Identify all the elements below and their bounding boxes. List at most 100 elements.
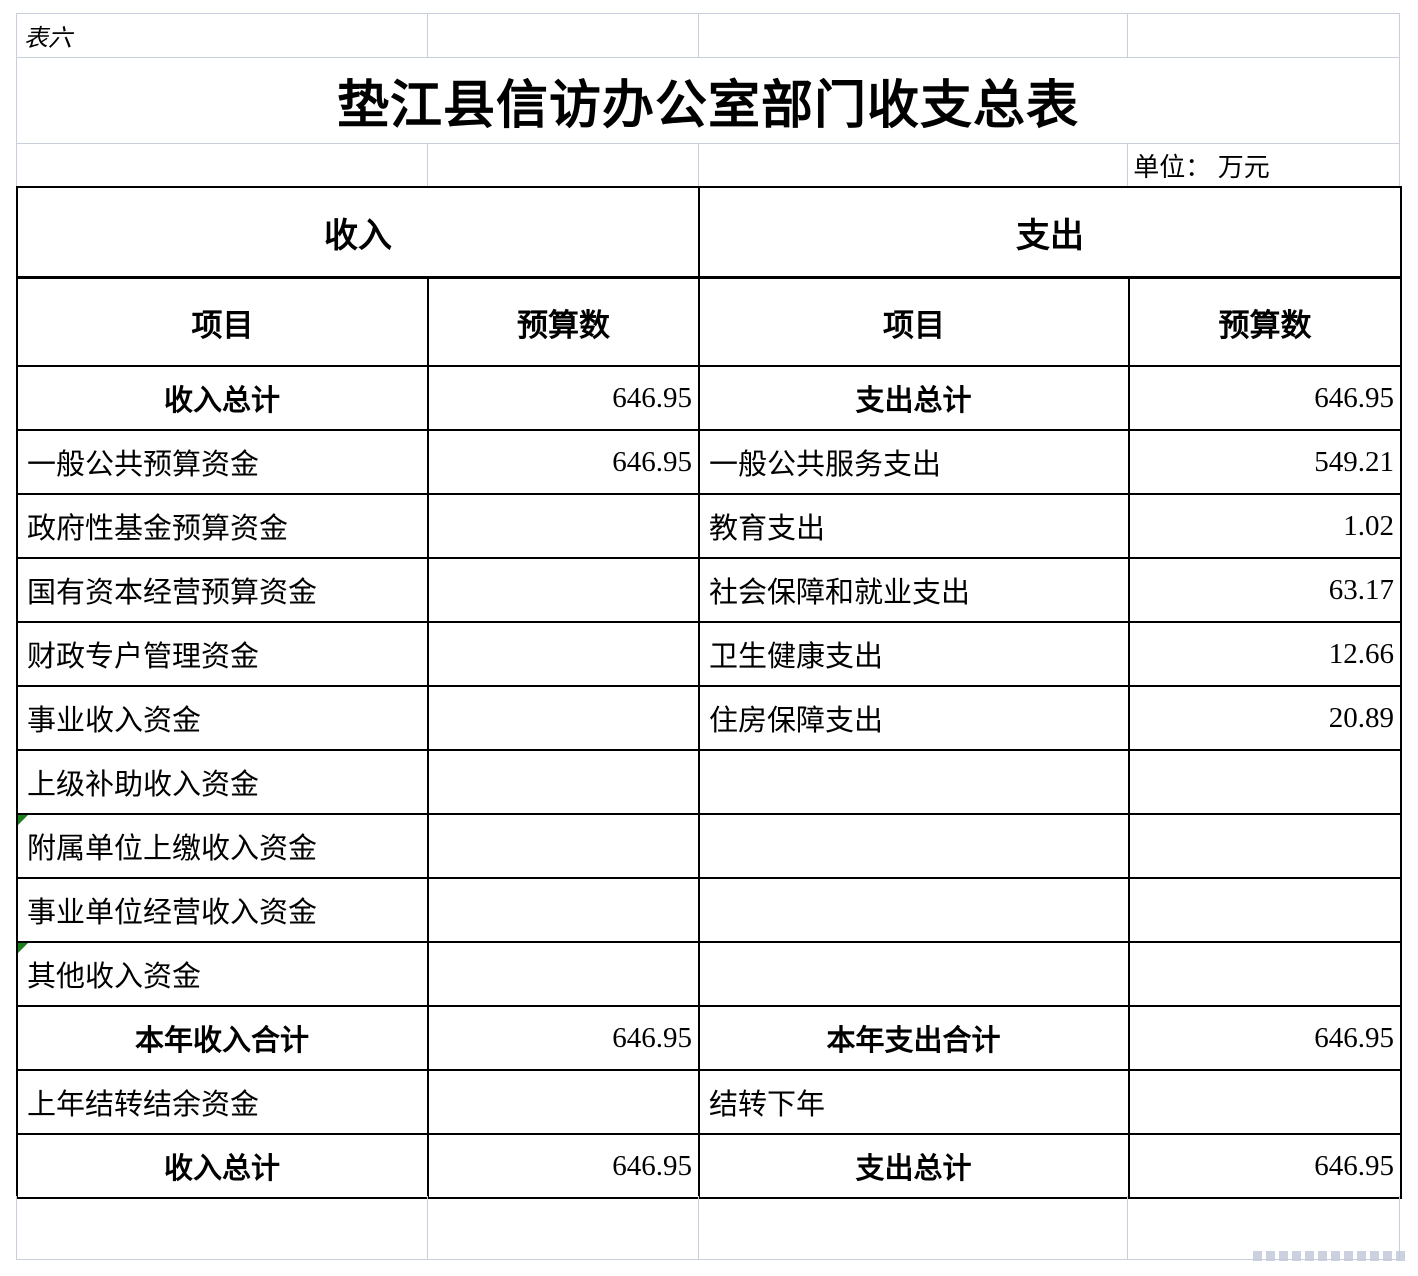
- income-item-header[interactable]: 项目: [16, 276, 429, 367]
- expense-item-cell[interactable]: [698, 877, 1130, 943]
- table-row: 附属单位上缴收入资金: [16, 813, 1402, 879]
- empty-cell[interactable]: [698, 14, 1129, 58]
- income-value-cell[interactable]: 646.95: [427, 1133, 700, 1199]
- expense-item-cell[interactable]: 本年支出合计: [698, 1005, 1130, 1071]
- income-section-header[interactable]: 收入: [16, 186, 700, 279]
- income-item-cell[interactable]: 一般公共预算资金: [16, 429, 429, 495]
- page-title: 垫江县信访办公室部门收支总表: [336, 78, 1079, 135]
- corner-label: 表六: [24, 26, 72, 52]
- expense-item-cell[interactable]: 住房保障支出: [698, 685, 1130, 751]
- empty-cell[interactable]: [698, 1196, 1129, 1260]
- income-item-cell[interactable]: 上年结转结余资金: [16, 1069, 429, 1135]
- income-value-cell[interactable]: 646.95: [427, 429, 700, 495]
- expense-value-cell[interactable]: [1128, 877, 1402, 943]
- income-item-cell[interactable]: 国有资本经营预算资金: [16, 557, 429, 623]
- corner-row: 表六: [17, 14, 1400, 58]
- expense-item-cell[interactable]: [698, 813, 1130, 879]
- income-item-label: 附属单位上缴收入资金: [27, 833, 318, 865]
- expense-value-cell[interactable]: 549.21: [1128, 429, 1402, 495]
- expense-item-header[interactable]: 项目: [698, 276, 1130, 367]
- income-value-cell[interactable]: [427, 557, 700, 623]
- expense-item-cell[interactable]: 一般公共服务支出: [698, 429, 1130, 495]
- income-value-cell[interactable]: [427, 941, 700, 1007]
- income-value-cell[interactable]: [427, 877, 700, 943]
- empty-cell[interactable]: [698, 144, 1129, 187]
- table-row: 收入总计 646.95 支出总计 646.95: [16, 365, 1402, 431]
- table-row: 本年收入合计 646.95 本年支出合计 646.95: [16, 1005, 1402, 1071]
- income-budget-header[interactable]: 预算数: [427, 276, 700, 367]
- income-item-cell[interactable]: 政府性基金预算资金: [16, 493, 429, 559]
- income-item-cell[interactable]: 事业收入资金: [16, 685, 429, 751]
- table-row: 一般公共预算资金 646.95 一般公共服务支出 549.21: [16, 429, 1402, 495]
- expense-item-cell[interactable]: [698, 941, 1130, 1007]
- corner-label-cell[interactable]: 表六: [17, 14, 428, 58]
- empty-cell[interactable]: [427, 14, 699, 58]
- empty-cell[interactable]: [1128, 14, 1400, 58]
- table-row: 上级补助收入资金: [16, 749, 1402, 815]
- empty-cell[interactable]: [427, 144, 699, 187]
- empty-row: [17, 1196, 1400, 1260]
- income-value-cell[interactable]: [427, 1069, 700, 1135]
- unit-row: 单位： 万元: [17, 144, 1400, 187]
- income-item-cell[interactable]: 上级补助收入资金: [16, 749, 429, 815]
- table-row: 其他收入资金: [16, 941, 1402, 1007]
- sheet-top-rows: 表六 垫江县信访办公室部门收支总表 单位： 万元: [16, 13, 1400, 187]
- sheet-bottom-row: [16, 1196, 1400, 1260]
- income-value-cell[interactable]: [427, 493, 700, 559]
- table-row: 政府性基金预算资金 教育支出 1.02: [16, 493, 1402, 559]
- income-item-label: 其他收入资金: [27, 961, 202, 993]
- watermark: [1253, 1251, 1405, 1261]
- expense-item-cell[interactable]: 支出总计: [698, 1133, 1130, 1199]
- title-row: 垫江县信访办公室部门收支总表: [17, 58, 1400, 144]
- expense-value-cell[interactable]: 646.95: [1128, 365, 1402, 431]
- empty-cell[interactable]: [17, 1196, 428, 1260]
- budget-table: 收入 支出 项目 预算数 项目 预算数 收入总计 646.95 支出总计 646…: [16, 186, 1402, 1199]
- expense-item-cell[interactable]: 支出总计: [698, 365, 1130, 431]
- expense-value-cell[interactable]: 20.89: [1128, 685, 1402, 751]
- expense-item-cell[interactable]: 结转下年: [698, 1069, 1130, 1135]
- income-item-cell[interactable]: 附属单位上缴收入资金: [16, 813, 429, 879]
- expense-item-cell[interactable]: 社会保障和就业支出: [698, 557, 1130, 623]
- expense-value-cell[interactable]: 646.95: [1128, 1133, 1402, 1199]
- income-value-cell[interactable]: [427, 749, 700, 815]
- expense-item-cell[interactable]: [698, 749, 1130, 815]
- income-value-cell[interactable]: 646.95: [427, 1005, 700, 1071]
- column-header-row: 项目 预算数 项目 预算数: [16, 276, 1402, 367]
- expense-budget-header[interactable]: 预算数: [1128, 276, 1402, 367]
- expense-value-cell[interactable]: [1128, 749, 1402, 815]
- unit-label-cell[interactable]: 单位： 万元: [1128, 144, 1400, 187]
- income-value-cell[interactable]: 646.95: [427, 365, 700, 431]
- income-item-cell[interactable]: 收入总计: [16, 365, 429, 431]
- table-row: 国有资本经营预算资金 社会保障和就业支出 63.17: [16, 557, 1402, 623]
- income-value-cell[interactable]: [427, 621, 700, 687]
- income-value-cell[interactable]: [427, 685, 700, 751]
- table-row: 财政专户管理资金 卫生健康支出 12.66: [16, 621, 1402, 687]
- table-row: 事业单位经营收入资金: [16, 877, 1402, 943]
- income-item-cell[interactable]: 事业单位经营收入资金: [16, 877, 429, 943]
- cell-error-marker-icon: [19, 816, 28, 825]
- expense-section-header[interactable]: 支出: [698, 186, 1402, 279]
- income-item-cell[interactable]: 其他收入资金: [16, 941, 429, 1007]
- title-cell[interactable]: 垫江县信访办公室部门收支总表: [17, 58, 1400, 144]
- expense-item-cell[interactable]: 教育支出: [698, 493, 1130, 559]
- cell-error-marker-icon: [19, 944, 28, 953]
- expense-item-cell[interactable]: 卫生健康支出: [698, 621, 1130, 687]
- table-row: 收入总计 646.95 支出总计 646.95: [16, 1133, 1402, 1199]
- table-row: 事业收入资金 住房保障支出 20.89: [16, 685, 1402, 751]
- section-header-row: 收入 支出: [16, 186, 1402, 279]
- expense-value-cell[interactable]: 12.66: [1128, 621, 1402, 687]
- income-item-cell[interactable]: 本年收入合计: [16, 1005, 429, 1071]
- empty-cell[interactable]: [17, 144, 428, 187]
- empty-cell[interactable]: [427, 1196, 699, 1260]
- expense-value-cell[interactable]: [1128, 941, 1402, 1007]
- expense-value-cell[interactable]: [1128, 813, 1402, 879]
- expense-value-cell[interactable]: [1128, 1069, 1402, 1135]
- income-item-cell[interactable]: 收入总计: [16, 1133, 429, 1199]
- expense-value-cell[interactable]: 63.17: [1128, 557, 1402, 623]
- expense-value-cell[interactable]: 1.02: [1128, 493, 1402, 559]
- income-value-cell[interactable]: [427, 813, 700, 879]
- expense-value-cell[interactable]: 646.95: [1128, 1005, 1402, 1071]
- income-item-cell[interactable]: 财政专户管理资金: [16, 621, 429, 687]
- table-row: 上年结转结余资金 结转下年: [16, 1069, 1402, 1135]
- unit-label: 单位： 万元: [1133, 152, 1270, 182]
